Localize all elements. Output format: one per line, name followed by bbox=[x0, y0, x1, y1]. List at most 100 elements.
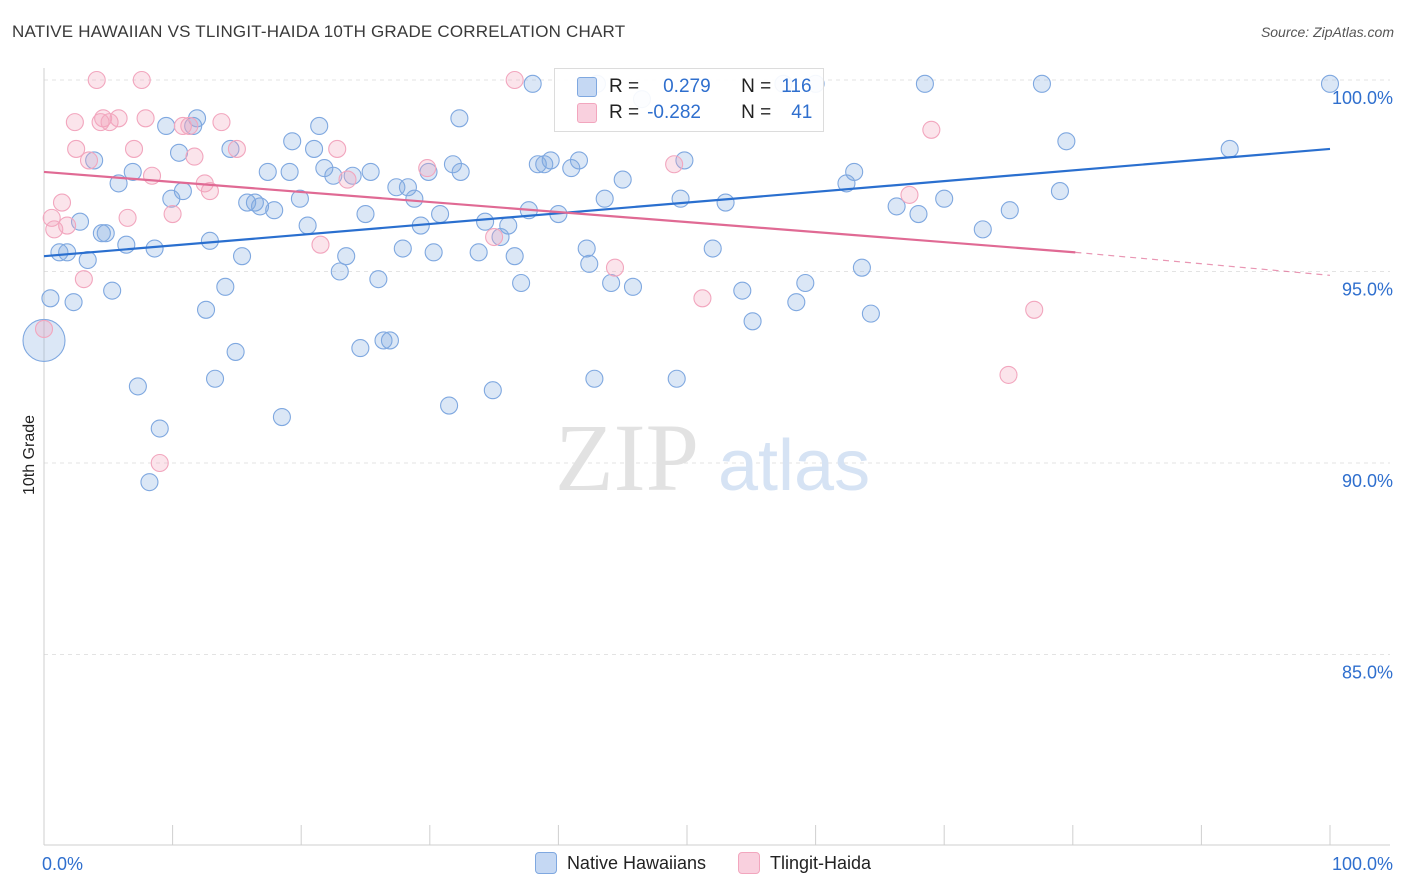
point-native-hawaiians bbox=[476, 212, 495, 231]
point-native-hawaiians bbox=[128, 377, 147, 396]
point-native-hawaiians bbox=[369, 270, 388, 289]
point-native-hawaiians bbox=[585, 369, 604, 388]
point-native-hawaiians bbox=[196, 300, 216, 319]
point-tlingit-haida bbox=[605, 258, 625, 277]
point-tlingit-haida bbox=[311, 235, 330, 254]
point-tlingit-haida bbox=[328, 139, 347, 158]
legend-r-label: R = bbox=[609, 102, 640, 123]
point-tlingit-haida bbox=[100, 113, 119, 132]
point-native-hawaiians bbox=[1032, 74, 1051, 93]
point-tlingit-haida bbox=[173, 116, 192, 136]
point-tlingit-haida bbox=[65, 113, 84, 132]
point-tlingit-haida bbox=[74, 270, 93, 289]
point-tlingit-haida bbox=[136, 109, 155, 128]
point-tlingit-haida bbox=[485, 227, 504, 247]
point-tlingit-haida bbox=[999, 365, 1018, 384]
point-native-hawaiians bbox=[405, 189, 424, 208]
legend-swatch-pink bbox=[577, 103, 597, 123]
point-native-hawaiians bbox=[443, 155, 462, 174]
legend-swatch-blue bbox=[534, 852, 557, 874]
point-native-hawaiians bbox=[667, 369, 686, 388]
gridlines bbox=[44, 79, 1390, 655]
point-tlingit-haida bbox=[900, 185, 919, 204]
point-native-hawaiians bbox=[1000, 201, 1019, 220]
y-tick-label: 100.0% bbox=[1332, 88, 1393, 108]
point-native-hawaiians bbox=[187, 109, 207, 128]
y-tick-label: 95.0% bbox=[1342, 280, 1393, 300]
point-native-hawaiians bbox=[505, 247, 524, 266]
point-native-hawaiians bbox=[450, 109, 469, 128]
y-tick-label: 90.0% bbox=[1342, 471, 1393, 491]
point-tlingit-haida bbox=[1025, 300, 1044, 319]
point-native-hawaiians bbox=[380, 331, 399, 350]
trend-line-tlingit-haida-extension bbox=[1075, 251, 1331, 276]
point-native-hawaiians bbox=[305, 139, 324, 158]
point-native-hawaiians bbox=[324, 166, 343, 185]
legend-r-label: R = bbox=[609, 76, 640, 97]
point-native-hawaiians bbox=[173, 182, 192, 201]
point-tlingit-haida bbox=[922, 120, 941, 139]
point-native-hawaiians bbox=[58, 243, 77, 262]
point-tlingit-haida bbox=[227, 139, 246, 158]
point-native-hawaiians bbox=[216, 277, 235, 296]
point-native-hawaiians bbox=[92, 224, 111, 243]
legend-label: Native Hawaiians bbox=[566, 852, 706, 873]
point-tlingit-haida bbox=[67, 139, 86, 158]
point-tlingit-haida bbox=[58, 216, 77, 235]
point-tlingit-haida bbox=[34, 319, 54, 339]
point-tlingit-haida bbox=[338, 170, 357, 189]
legend-n-value: 41 bbox=[791, 102, 813, 123]
point-native-hawaiians bbox=[298, 216, 317, 235]
point-native-hawaiians bbox=[265, 201, 284, 220]
trend-line-tlingit-haida bbox=[43, 170, 1076, 254]
legend-item-native-hawaiians[interactable]: Native Hawaiians bbox=[534, 852, 706, 874]
point-native-hawaiians bbox=[675, 151, 694, 170]
point-native-hawaiians bbox=[1057, 132, 1076, 151]
point-tlingit-haida bbox=[212, 113, 231, 132]
point-tlingit-haida bbox=[52, 193, 72, 212]
point-native-hawaiians bbox=[845, 162, 864, 181]
point-native-hawaiians bbox=[733, 281, 752, 300]
point-native-hawaiians bbox=[602, 273, 621, 293]
point-native-hawaiians bbox=[398, 178, 417, 197]
legend-r-value: -0.282 bbox=[647, 102, 701, 123]
legend-n-label: N = bbox=[741, 76, 772, 97]
point-native-hawaiians bbox=[887, 197, 906, 216]
y-tick-label: 85.0% bbox=[1342, 663, 1393, 683]
point-native-hawaiians bbox=[272, 407, 291, 427]
point-native-hawaiians bbox=[22, 318, 66, 362]
point-native-hawaiians bbox=[580, 254, 599, 273]
legend-item-tlingit-haida[interactable]: Tlingit-Haida bbox=[738, 852, 871, 874]
series-legend: Native Hawaiians Tlingit-Haida bbox=[0, 852, 1406, 874]
watermark-atlas: atlas bbox=[718, 426, 870, 506]
trend-lines bbox=[43, 147, 1331, 276]
point-native-hawaiians bbox=[523, 74, 542, 93]
point-native-hawaiians bbox=[250, 197, 270, 216]
point-native-hawaiians bbox=[613, 170, 632, 189]
point-native-hawaiians bbox=[41, 289, 60, 308]
point-tlingit-haida bbox=[693, 289, 712, 308]
point-tlingit-haida bbox=[124, 139, 144, 158]
point-native-hawaiians bbox=[1050, 182, 1069, 201]
legend-swatch-pink bbox=[738, 852, 760, 874]
point-tlingit-haida bbox=[418, 159, 437, 178]
point-native-hawaiians bbox=[595, 189, 614, 208]
legend-r-value: 0.279 bbox=[663, 76, 711, 97]
point-native-hawaiians bbox=[283, 132, 302, 151]
point-native-hawaiians bbox=[541, 151, 560, 170]
point-native-hawaiians bbox=[140, 473, 159, 492]
point-native-hawaiians bbox=[431, 205, 450, 224]
point-tlingit-haida bbox=[665, 155, 684, 174]
point-tlingit-haida bbox=[118, 208, 137, 227]
point-native-hawaiians bbox=[787, 293, 806, 312]
point-tlingit-haida bbox=[185, 147, 204, 166]
point-native-hawaiians bbox=[1220, 139, 1239, 158]
point-native-hawaiians bbox=[915, 74, 934, 93]
point-tlingit-haida bbox=[150, 453, 169, 473]
point-native-hawaiians bbox=[569, 151, 589, 170]
point-native-hawaiians bbox=[743, 312, 762, 331]
point-native-hawaiians bbox=[337, 247, 356, 266]
legend-label: Tlingit-Haida bbox=[770, 852, 872, 873]
x-tick-label: 0.0% bbox=[42, 854, 83, 874]
point-native-hawaiians bbox=[232, 247, 252, 266]
